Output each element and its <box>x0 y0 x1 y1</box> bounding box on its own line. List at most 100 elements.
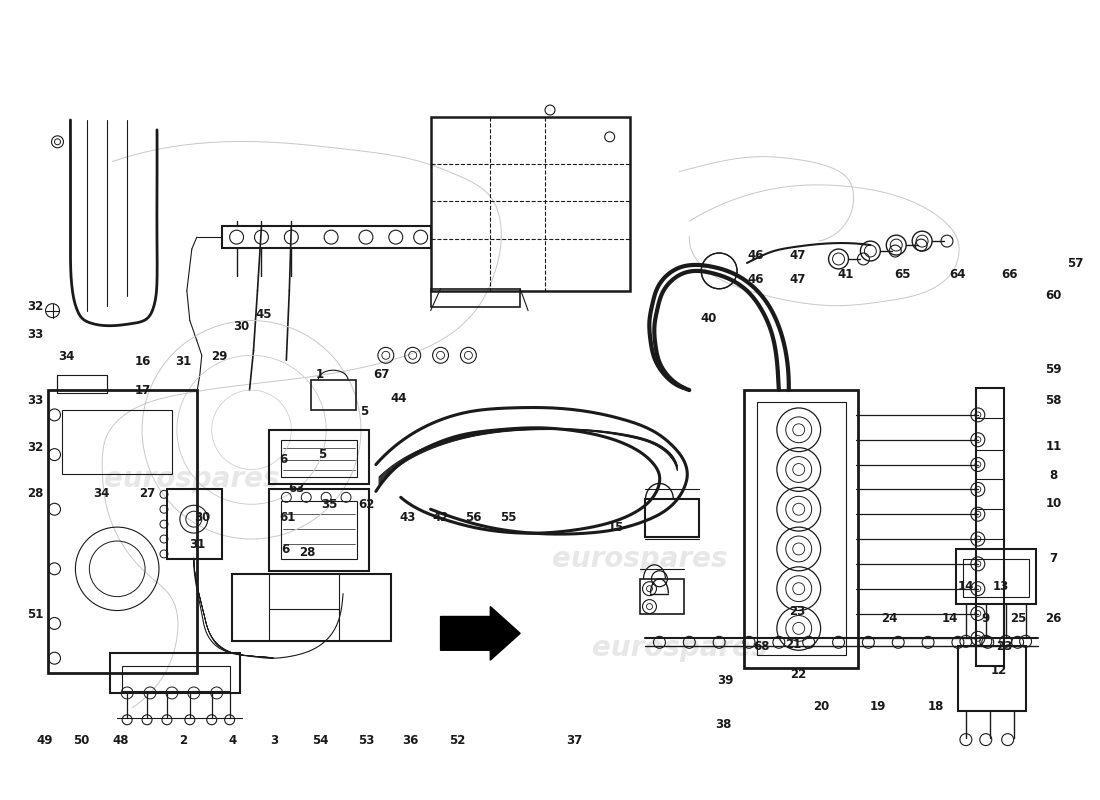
Text: 47: 47 <box>789 273 805 286</box>
Text: 14: 14 <box>958 580 975 593</box>
Text: 13: 13 <box>993 580 1009 593</box>
Text: eurospares: eurospares <box>552 545 727 573</box>
Text: 23: 23 <box>789 605 805 618</box>
Text: eurospares: eurospares <box>592 634 767 662</box>
Text: 20: 20 <box>813 700 829 713</box>
Bar <box>110 654 240 693</box>
Text: 12: 12 <box>991 664 1006 677</box>
Text: 59: 59 <box>1045 363 1062 376</box>
Text: 60: 60 <box>1045 289 1062 302</box>
Text: 36: 36 <box>402 734 418 746</box>
Text: eurospares: eurospares <box>104 466 279 494</box>
Bar <box>47 390 197 673</box>
Text: 50: 50 <box>74 734 90 746</box>
Text: 2: 2 <box>179 734 187 746</box>
Text: 17: 17 <box>134 384 151 397</box>
Text: 65: 65 <box>894 268 911 281</box>
Text: 6: 6 <box>280 543 289 556</box>
Text: 31: 31 <box>175 355 191 368</box>
Text: 4: 4 <box>229 734 236 746</box>
Text: 18: 18 <box>928 700 945 713</box>
Text: 42: 42 <box>432 511 449 524</box>
Text: 15: 15 <box>607 521 624 534</box>
Bar <box>282 502 358 559</box>
Text: 11: 11 <box>1045 439 1062 453</box>
Text: 47: 47 <box>789 249 805 262</box>
Text: 51: 51 <box>28 608 44 621</box>
Text: 24: 24 <box>881 612 898 625</box>
Text: 8: 8 <box>1049 469 1057 482</box>
Bar <box>639 578 684 614</box>
Text: 3: 3 <box>271 734 278 746</box>
Text: 7: 7 <box>1049 552 1057 566</box>
Text: 61: 61 <box>279 511 296 524</box>
Text: 67: 67 <box>373 368 389 381</box>
Text: 5: 5 <box>360 406 368 418</box>
Bar <box>956 549 1035 603</box>
Text: 25: 25 <box>1010 612 1026 625</box>
Text: 5: 5 <box>318 447 327 461</box>
Text: 48: 48 <box>112 734 129 746</box>
Text: 28: 28 <box>28 487 44 500</box>
Bar <box>311 380 356 410</box>
Text: 10: 10 <box>1045 497 1062 510</box>
Text: 33: 33 <box>28 394 44 406</box>
Text: 35: 35 <box>321 498 337 511</box>
Text: 56: 56 <box>465 511 482 524</box>
Bar <box>976 388 1003 666</box>
Bar <box>222 226 430 248</box>
Text: 38: 38 <box>715 718 732 730</box>
Bar <box>57 375 107 393</box>
Text: 68: 68 <box>754 640 770 653</box>
Text: 34: 34 <box>94 487 110 500</box>
Text: 57: 57 <box>1067 257 1084 270</box>
Polygon shape <box>441 606 520 660</box>
Text: 52: 52 <box>449 734 465 746</box>
Text: 43: 43 <box>399 511 416 524</box>
Text: 34: 34 <box>58 350 75 363</box>
Bar <box>63 410 172 474</box>
Text: 45: 45 <box>255 308 272 321</box>
Text: 39: 39 <box>717 674 734 687</box>
Bar <box>122 666 230 691</box>
Bar <box>958 646 1025 711</box>
Text: 63: 63 <box>288 482 305 495</box>
Bar <box>270 430 368 485</box>
Text: 30: 30 <box>233 321 250 334</box>
Text: 23: 23 <box>997 640 1012 653</box>
Text: 40: 40 <box>701 313 717 326</box>
Bar <box>645 499 700 537</box>
Text: 26: 26 <box>1045 612 1062 625</box>
Bar <box>430 289 520 306</box>
Text: 64: 64 <box>949 268 966 281</box>
Text: 29: 29 <box>211 350 228 363</box>
Text: 9: 9 <box>981 612 990 625</box>
Text: 37: 37 <box>566 734 582 746</box>
Bar <box>962 559 1028 597</box>
Text: 16: 16 <box>134 355 151 368</box>
Text: 53: 53 <box>358 734 374 746</box>
Text: 46: 46 <box>748 273 764 286</box>
Text: 30: 30 <box>194 511 210 524</box>
Text: 32: 32 <box>28 300 44 313</box>
Bar <box>167 490 222 559</box>
Text: 22: 22 <box>790 667 806 681</box>
Text: 55: 55 <box>500 511 517 524</box>
Text: 6: 6 <box>278 453 287 466</box>
Bar <box>282 440 358 478</box>
Bar <box>744 390 858 668</box>
Text: 1: 1 <box>316 368 324 381</box>
Text: 21: 21 <box>784 638 801 651</box>
Bar <box>270 490 368 571</box>
Text: 49: 49 <box>36 734 53 746</box>
Text: 28: 28 <box>299 546 316 559</box>
Text: 46: 46 <box>748 249 764 262</box>
Bar <box>430 117 629 290</box>
Text: 32: 32 <box>28 441 44 454</box>
Text: 14: 14 <box>942 612 958 625</box>
Text: 19: 19 <box>870 700 887 713</box>
Text: 44: 44 <box>390 392 407 405</box>
Text: 27: 27 <box>139 487 155 500</box>
Bar <box>232 574 390 642</box>
Text: 58: 58 <box>1045 394 1062 406</box>
